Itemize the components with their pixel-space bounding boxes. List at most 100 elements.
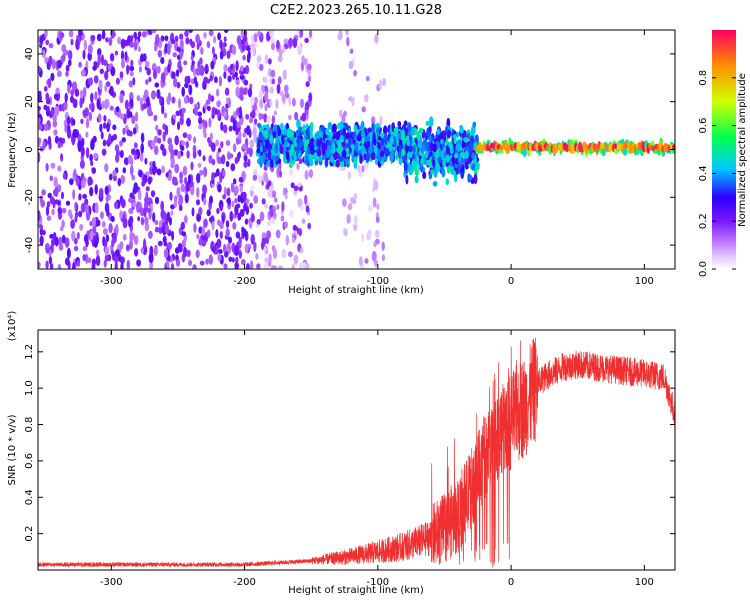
heatmap-cell xyxy=(233,186,238,197)
heatmap-cell xyxy=(198,123,203,130)
snr-line xyxy=(38,337,675,568)
heatmap-cell xyxy=(128,197,133,203)
heatmap-cell xyxy=(205,258,209,265)
heatmap-cell xyxy=(57,59,62,69)
heatmap-cell xyxy=(149,166,153,175)
heatmap-cell xyxy=(269,134,274,144)
heatmap-cell xyxy=(44,30,48,38)
heatmap-cell xyxy=(203,166,208,178)
heatmap-cell xyxy=(270,69,276,78)
heatmap-cell xyxy=(331,123,337,133)
heatmap-cell xyxy=(38,123,43,131)
heatmap-cell xyxy=(227,75,232,83)
heatmap-cell xyxy=(119,150,124,158)
y-tick-label: 20 xyxy=(24,95,35,108)
heatmap-cell xyxy=(256,55,262,63)
heatmap-cell xyxy=(240,65,244,72)
heatmap-cell xyxy=(380,150,385,158)
heatmap-cell xyxy=(202,80,207,90)
heatmap-cell xyxy=(126,244,130,252)
heatmap-cell xyxy=(66,116,71,126)
heatmap-cell xyxy=(49,196,55,205)
heatmap-cell xyxy=(177,151,182,160)
heatmap-cell xyxy=(199,57,203,65)
heatmap-cell xyxy=(167,63,171,73)
heatmap-cell xyxy=(432,143,437,153)
heatmap-cell xyxy=(218,76,222,87)
heatmap-cell xyxy=(80,146,85,157)
heatmap-cell xyxy=(42,49,46,59)
heatmap-cell xyxy=(143,207,147,218)
heatmap-cell xyxy=(216,207,220,215)
heatmap-cell xyxy=(206,229,211,238)
heatmap-cell xyxy=(256,263,261,269)
heatmap-cell xyxy=(92,135,97,143)
heatmap-cell xyxy=(234,157,239,165)
heatmap-cell xyxy=(294,111,299,121)
heatmap-cell xyxy=(361,233,365,242)
heatmap-cell xyxy=(406,163,412,172)
heatmap-cell xyxy=(71,230,76,242)
heatmap-cell xyxy=(193,76,197,85)
heatmap-cell xyxy=(153,135,159,144)
heatmap-cell xyxy=(150,91,156,99)
heatmap-cell xyxy=(157,129,162,136)
heatmap-cell xyxy=(403,161,408,172)
heatmap-cell xyxy=(129,65,135,71)
heatmap-cell xyxy=(366,153,370,162)
heatmap-cell xyxy=(293,254,299,265)
heatmap-cell xyxy=(49,233,54,239)
heatmap-cell xyxy=(89,153,93,162)
heatmap-cell xyxy=(103,115,107,122)
heatmap-cell xyxy=(341,141,346,148)
heatmap-cell xyxy=(126,64,130,75)
heatmap-cell xyxy=(384,139,388,146)
heatmap-cell xyxy=(52,114,57,122)
heatmap-cell xyxy=(159,95,163,106)
heatmap-cell xyxy=(158,220,163,228)
heatmap-cell xyxy=(104,246,110,256)
heatmap-cell xyxy=(102,139,107,147)
heatmap-cell xyxy=(152,160,156,169)
heatmap-cell xyxy=(175,259,181,267)
heatmap-cell xyxy=(85,131,89,138)
heatmap-cell xyxy=(140,54,145,63)
heatmap-cell xyxy=(285,122,289,130)
y-tick-label: 0.4 xyxy=(24,489,35,505)
heatmap-cell xyxy=(245,205,250,215)
heatmap-cell xyxy=(174,35,179,43)
heatmap-cell xyxy=(174,163,180,174)
heatmap-cell xyxy=(359,154,363,164)
heatmap-cell xyxy=(242,54,246,61)
heatmap-cell xyxy=(215,139,220,147)
heatmap-cell xyxy=(239,74,245,80)
heatmap-cell xyxy=(303,145,308,152)
heatmap-cell xyxy=(209,75,213,82)
heatmap-cell xyxy=(234,261,239,269)
heatmap-cell xyxy=(381,241,385,251)
heatmap-cell xyxy=(296,143,301,154)
heatmap-cell xyxy=(76,232,80,240)
heatmap-cell xyxy=(66,247,71,259)
heatmap-cell xyxy=(144,216,149,226)
heatmap-cell xyxy=(297,45,302,56)
heatmap-cell xyxy=(54,105,60,117)
heatmap-cell xyxy=(182,132,188,139)
heatmap-cell xyxy=(41,229,46,236)
heatmap-cell xyxy=(105,98,110,108)
heatmap-cell xyxy=(38,66,42,73)
heatmap-cell xyxy=(216,100,221,108)
heatmap-cell xyxy=(210,95,215,102)
heatmap-cell xyxy=(285,151,290,160)
heatmap-cell xyxy=(38,210,41,222)
x-tick-label: -300 xyxy=(100,577,123,588)
heatmap-cell xyxy=(305,263,310,269)
heatmap-cell xyxy=(104,254,109,262)
heatmap-cell xyxy=(215,229,219,238)
heatmap-cell xyxy=(325,128,330,136)
heatmap-cell xyxy=(252,174,258,181)
heatmap-cell xyxy=(131,115,136,125)
heatmap-cell xyxy=(185,141,189,149)
heatmap-cell xyxy=(375,229,380,239)
heatmap-cell xyxy=(438,149,442,157)
